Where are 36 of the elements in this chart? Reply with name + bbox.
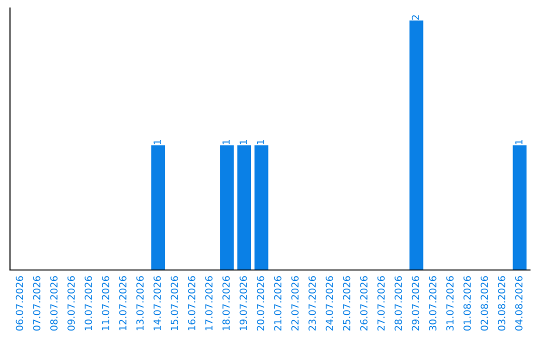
x-tick-label: 17.07.2026: [205, 276, 213, 330]
x-tick-label: 10.07.2026: [84, 276, 92, 330]
x-tick-label: 20.07.2026: [256, 276, 264, 331]
data-label: 1: [515, 140, 522, 144]
x-tick-label: 30.07.2026: [429, 276, 436, 330]
x-tick-label: 01.08.2026: [463, 276, 471, 331]
x-tick-label: 25.07.2026: [342, 276, 350, 331]
x-tick-label: 08.07.2026: [50, 276, 58, 331]
x-tick-label: 22.07.2026: [291, 276, 299, 331]
x-tick-label: 21.07.2026: [274, 276, 282, 331]
x-tick-label: 11.07.2026: [102, 276, 110, 330]
x-tick-label: 18.07.2026: [222, 276, 230, 330]
x-tick-label: 16.07.2026: [188, 276, 196, 330]
x-tick-label: 19.07.2026: [240, 276, 247, 330]
x-tick-label: 24.07.2026: [326, 276, 334, 331]
x-tick-label: 06.07.2026: [16, 276, 24, 331]
x-tick-label: 23.07.2026: [308, 276, 316, 331]
x-tick-label: 03.08.2026: [498, 276, 506, 331]
x-tick-label: 31.07.2026: [446, 276, 454, 330]
x-tick-label: 09.07.2026: [67, 276, 75, 331]
x-tick-label: 28.07.2026: [394, 276, 402, 331]
x-tick-label: 29.07.2026: [412, 276, 420, 331]
x-tick-label: 12.07.2026: [119, 276, 126, 330]
x-tick-label: 13.07.2026: [136, 276, 144, 330]
x-tick-label: 14.07.2026: [154, 276, 161, 330]
x-tick-label: 02.08.2026: [480, 276, 488, 331]
x-tick-label: 27.07.2026: [377, 276, 385, 331]
data-label: 1: [240, 140, 247, 144]
data-label: 1: [256, 140, 264, 144]
x-tick-label: 26.07.2026: [360, 276, 368, 331]
x-tick-label: 07.07.2026: [33, 276, 40, 331]
x-tick-label: 15.07.2026: [170, 276, 178, 330]
data-label: 1: [154, 140, 161, 144]
x-tick-label: 04.08.2026: [515, 276, 522, 331]
data-label: 1: [222, 140, 230, 144]
data-label: 2: [412, 15, 420, 20]
